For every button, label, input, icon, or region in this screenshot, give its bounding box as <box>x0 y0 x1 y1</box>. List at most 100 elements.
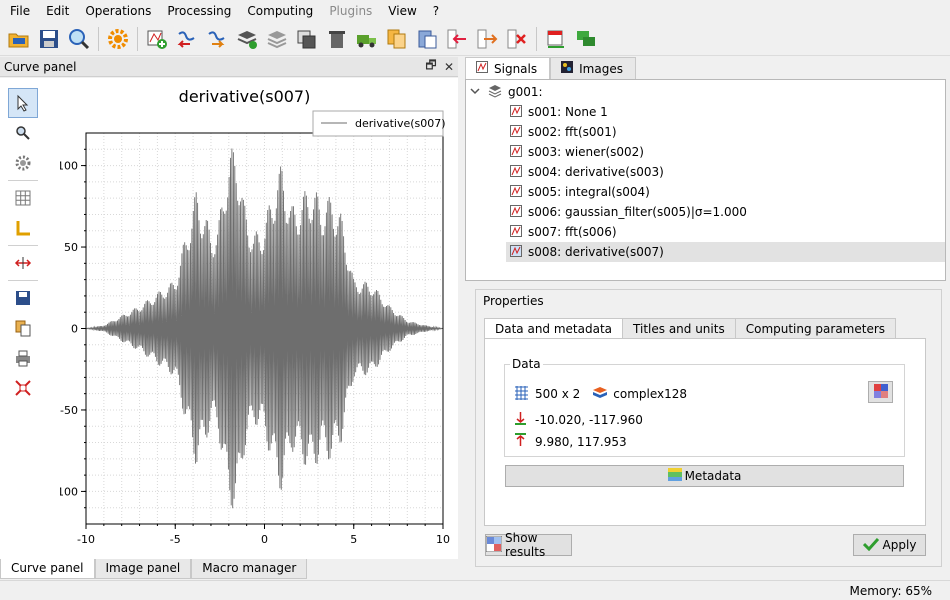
y-tick-label: 100 <box>60 160 78 173</box>
min-icon <box>515 411 526 428</box>
shape-value: 500 x 2 <box>535 387 581 401</box>
legend-label: derivative(s007) <box>355 117 446 130</box>
axis-icon[interactable] <box>8 213 38 243</box>
curve-panel: derivative(s007)100500-50-100-10-50510de… <box>0 78 458 559</box>
tree-signal-item[interactable]: s007: fft(s006) <box>506 222 945 242</box>
signal-icon <box>476 61 488 76</box>
menu-help[interactable]: ? <box>432 4 440 18</box>
delete-icon[interactable] <box>324 26 350 52</box>
cross-section-icon[interactable] <box>8 248 38 278</box>
menu-edit[interactable]: Edit <box>46 4 70 18</box>
stack-icon[interactable] <box>264 26 290 52</box>
plot-side-toolbar <box>8 88 48 403</box>
tab-signals[interactable]: Signals <box>465 57 551 79</box>
tab-macro-manager[interactable]: Macro manager <box>191 559 308 579</box>
tab-curve-panel[interactable]: Curve panel <box>0 559 95 579</box>
browse-hdf5-icon[interactable] <box>66 26 92 52</box>
annotations-icon[interactable] <box>543 26 569 52</box>
menu-plugins[interactable]: Plugins <box>329 4 373 18</box>
y-tick-label: 50 <box>64 241 78 254</box>
open-hdf5-icon[interactable] <box>6 26 32 52</box>
properties-groupbox <box>475 289 942 567</box>
tab-computing-parameters[interactable]: Computing parameters <box>734 318 897 339</box>
tree-signal-item[interactable]: s005: integral(s004) <box>506 182 945 202</box>
max-icon <box>515 433 526 450</box>
min-row: -10.020, -117.960 <box>515 411 643 428</box>
copy-icon[interactable] <box>8 313 38 343</box>
tree-group-row[interactable]: g001: <box>470 82 543 102</box>
tree-signal-label: s008: derivative(s007) <box>528 245 664 259</box>
y-tick-label: 0 <box>71 323 78 336</box>
min-value: -10.020, -117.960 <box>535 412 643 427</box>
menu-computing[interactable]: Computing <box>247 4 314 18</box>
properties-label: Properties <box>481 294 546 308</box>
menu-operations[interactable]: Operations <box>85 4 152 18</box>
zoom-icon[interactable] <box>8 118 38 148</box>
menu-file[interactable]: File <box>10 4 31 18</box>
undock-icon[interactable]: 🗗 <box>425 58 437 72</box>
tree-signal-item[interactable]: s001: None 1 <box>506 102 945 122</box>
remove-icon[interactable] <box>504 26 530 52</box>
tree-signal-item[interactable]: s002: fft(s001) <box>506 122 945 142</box>
side-separator <box>8 180 38 181</box>
x-tick-label: -5 <box>170 533 181 546</box>
side-separator <box>8 280 38 281</box>
import-signal-icon[interactable] <box>174 26 200 52</box>
export-signal-icon[interactable] <box>204 26 230 52</box>
data-groupbox <box>504 364 905 457</box>
metadata-label: Metadata <box>684 469 742 483</box>
comments-icon[interactable] <box>573 26 599 52</box>
signal-icon <box>510 244 522 260</box>
duplicate-icon[interactable] <box>294 26 320 52</box>
copy-metadata-icon[interactable] <box>384 26 410 52</box>
tab-images[interactable]: Images <box>550 57 636 79</box>
show-results-label: Show results <box>505 531 546 559</box>
y-tick-label: -50 <box>60 404 78 417</box>
menu-bar: File Edit Operations Processing Computin… <box>0 0 950 22</box>
move-down-icon[interactable] <box>474 26 500 52</box>
tree-signal-item[interactable]: s004: derivative(s003) <box>506 162 945 182</box>
settings-icon[interactable] <box>105 26 131 52</box>
signal-tree[interactable]: g001: s001: None 1 s002: fft(s001) s003: w… <box>465 79 946 281</box>
move-up-icon[interactable] <box>444 26 470 52</box>
print-icon[interactable] <box>8 343 38 373</box>
metadata-button[interactable]: Metadata <box>505 465 904 487</box>
splitter[interactable] <box>459 57 465 579</box>
move-truck-icon[interactable] <box>354 26 380 52</box>
show-results-button[interactable]: Show results <box>485 531 572 559</box>
menu-view[interactable]: View <box>388 4 417 18</box>
tab-images-label: Images <box>579 61 623 76</box>
tab-image-panel[interactable]: Image panel <box>94 559 192 579</box>
checkmark-icon <box>862 537 879 554</box>
signal-icon <box>510 124 522 140</box>
save-hdf5-icon[interactable] <box>36 26 62 52</box>
max-value: 9.980, 117.953 <box>535 434 627 449</box>
main-toolbar <box>0 22 950 56</box>
tree-signal-item[interactable]: s006: gaussian_filter(s005)|σ=1.000 <box>506 202 945 222</box>
chevron-down-icon[interactable] <box>470 85 480 99</box>
save-icon[interactable] <box>8 283 38 313</box>
settings-gear-icon[interactable] <box>8 148 38 178</box>
close-icon[interactable]: ✕ <box>443 59 455 74</box>
grid-icon[interactable] <box>8 183 38 213</box>
x-tick-label: 0 <box>261 533 268 546</box>
plot-area[interactable]: derivative(s007)100500-50-100-10-50510de… <box>53 78 458 559</box>
new-signal-icon[interactable] <box>144 26 170 52</box>
apply-button[interactable]: Apply <box>853 534 926 556</box>
properties-page <box>484 338 926 526</box>
menu-processing[interactable]: Processing <box>167 4 232 18</box>
tab-titles-units[interactable]: Titles and units <box>622 318 736 339</box>
select-icon[interactable] <box>8 88 38 118</box>
plot-canvas[interactable]: derivative(s007)100500-50-100-10-50510de… <box>53 78 458 559</box>
tree-signal-item[interactable]: s008: derivative(s007) <box>506 242 945 262</box>
paste-metadata-icon[interactable] <box>414 26 440 52</box>
tab-data-metadata[interactable]: Data and metadata <box>484 318 624 339</box>
properties-tabs: Data and metadata Titles and units Compu… <box>484 318 897 339</box>
reset-zoom-icon[interactable] <box>8 373 38 403</box>
data-view-button[interactable] <box>868 381 893 403</box>
signal-icon <box>510 164 522 180</box>
tree-signal-item[interactable]: s003: wiener(s002) <box>506 142 945 162</box>
image-icon <box>561 61 574 76</box>
plot-title: derivative(s007) <box>179 87 311 106</box>
group-icon[interactable] <box>234 26 260 52</box>
